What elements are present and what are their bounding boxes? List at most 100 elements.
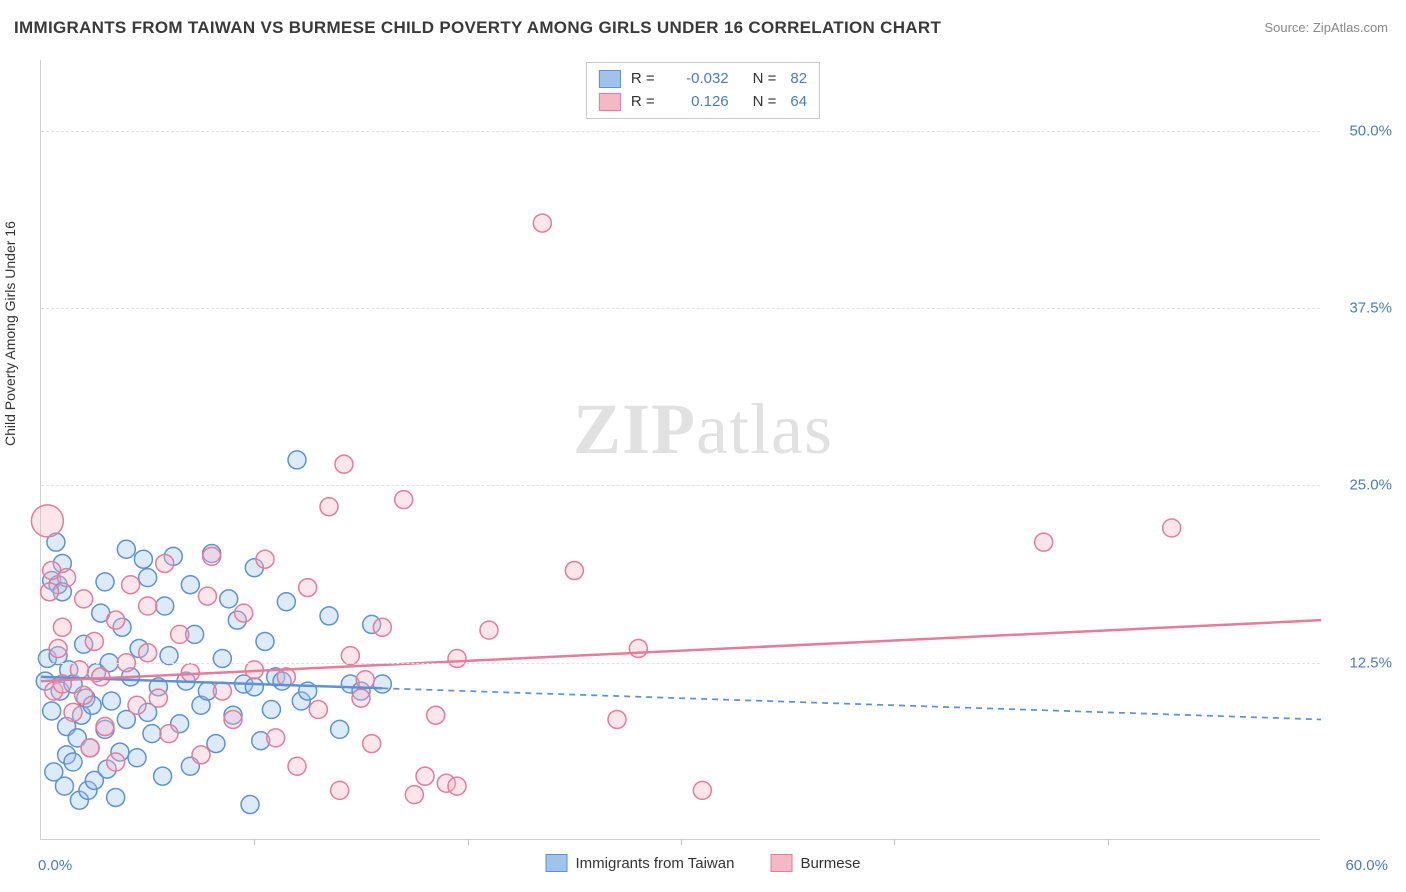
n-value: 64 — [790, 91, 807, 114]
scatter-point — [256, 632, 274, 650]
scatter-point — [373, 675, 391, 693]
scatter-point — [1163, 519, 1181, 537]
gridline-horizontal — [41, 131, 1320, 132]
x-tick-stub — [468, 839, 469, 845]
scatter-point — [134, 550, 152, 568]
scatter-point — [156, 597, 174, 615]
scatter-point — [416, 767, 434, 785]
scatter-point — [207, 735, 225, 753]
r-label: R = — [631, 91, 655, 114]
legend-swatch — [599, 93, 621, 111]
x-tick-stub — [681, 839, 682, 845]
source-attribution: Source: ZipAtlas.com — [1264, 20, 1388, 35]
y-axis-label: Child Poverty Among Girls Under 16 — [2, 221, 18, 446]
r-label: R = — [631, 68, 655, 91]
scatter-point — [693, 781, 711, 799]
scatter-point — [58, 569, 76, 587]
scatter-point — [49, 640, 67, 658]
scatter-point — [128, 696, 146, 714]
series-name: Immigrants from Taiwan — [576, 855, 735, 872]
correlation-legend-row: R =0.126N =64 — [599, 91, 807, 114]
scatter-point — [267, 729, 285, 747]
scatter-point — [171, 625, 189, 643]
scatter-point — [533, 214, 551, 232]
trendline — [41, 620, 1321, 681]
y-tick-label: 12.5% — [1349, 654, 1392, 671]
y-tick-label: 25.0% — [1349, 477, 1392, 494]
scatter-point — [55, 777, 73, 795]
scatter-point — [156, 554, 174, 572]
scatter-point — [181, 576, 199, 594]
scatter-point — [122, 576, 140, 594]
scatter-point — [363, 735, 381, 753]
scatter-point — [448, 777, 466, 795]
scatter-point — [448, 649, 466, 667]
scatter-point — [356, 671, 374, 689]
scatter-point — [107, 788, 125, 806]
scatter-point — [241, 796, 259, 814]
scatter-point — [192, 746, 210, 764]
scatter-point — [608, 710, 626, 728]
scatter-point — [220, 590, 238, 608]
chart-plot-area — [40, 60, 1320, 840]
r-value: -0.032 — [669, 68, 729, 91]
scatter-point — [96, 573, 114, 591]
gridline-horizontal — [41, 308, 1320, 309]
scatter-point — [75, 686, 93, 704]
scatter-point — [309, 701, 327, 719]
scatter-point — [160, 725, 178, 743]
n-label: N = — [753, 68, 777, 91]
r-value: 0.126 — [669, 91, 729, 114]
scatter-point — [41, 583, 59, 601]
trendline-extrapolated — [382, 688, 1321, 719]
scatter-point — [31, 505, 63, 537]
scatter-point — [245, 678, 263, 696]
scatter-point — [107, 753, 125, 771]
chart-svg — [41, 60, 1320, 839]
scatter-point — [81, 739, 99, 757]
scatter-point — [198, 587, 216, 605]
series-legend: Immigrants from Taiwan Burmese — [546, 854, 861, 872]
scatter-point — [373, 618, 391, 636]
scatter-point — [102, 692, 120, 710]
scatter-point — [139, 597, 157, 615]
scatter-point — [299, 579, 317, 597]
x-tick-stub — [894, 839, 895, 845]
scatter-point — [565, 562, 583, 580]
series-legend-item: Immigrants from Taiwan — [546, 854, 735, 872]
scatter-point — [43, 702, 61, 720]
scatter-point — [224, 710, 242, 728]
legend-swatch — [546, 854, 568, 872]
scatter-point — [107, 611, 125, 629]
scatter-point — [149, 689, 167, 707]
scatter-point — [1035, 533, 1053, 551]
scatter-point — [75, 590, 93, 608]
n-value: 82 — [790, 68, 807, 91]
scatter-point — [629, 640, 647, 658]
scatter-point — [288, 451, 306, 469]
scatter-point — [128, 749, 146, 767]
scatter-point — [427, 706, 445, 724]
scatter-point — [154, 767, 172, 785]
scatter-point — [480, 621, 498, 639]
scatter-point — [235, 604, 253, 622]
legend-swatch — [599, 70, 621, 88]
scatter-point — [288, 757, 306, 775]
scatter-point — [85, 632, 103, 650]
x-axis-max-label: 60.0% — [1345, 857, 1388, 874]
scatter-point — [139, 644, 157, 662]
x-tick-stub — [1108, 839, 1109, 845]
scatter-point — [331, 720, 349, 738]
scatter-point — [117, 540, 135, 558]
scatter-point — [213, 649, 231, 667]
scatter-point — [277, 593, 295, 611]
scatter-point — [53, 618, 71, 636]
y-tick-label: 37.5% — [1349, 300, 1392, 317]
y-tick-label: 50.0% — [1349, 122, 1392, 139]
scatter-point — [64, 703, 82, 721]
series-name: Burmese — [800, 855, 860, 872]
scatter-point — [64, 753, 82, 771]
scatter-point — [331, 781, 349, 799]
scatter-point — [256, 550, 274, 568]
gridline-horizontal — [41, 663, 1320, 664]
